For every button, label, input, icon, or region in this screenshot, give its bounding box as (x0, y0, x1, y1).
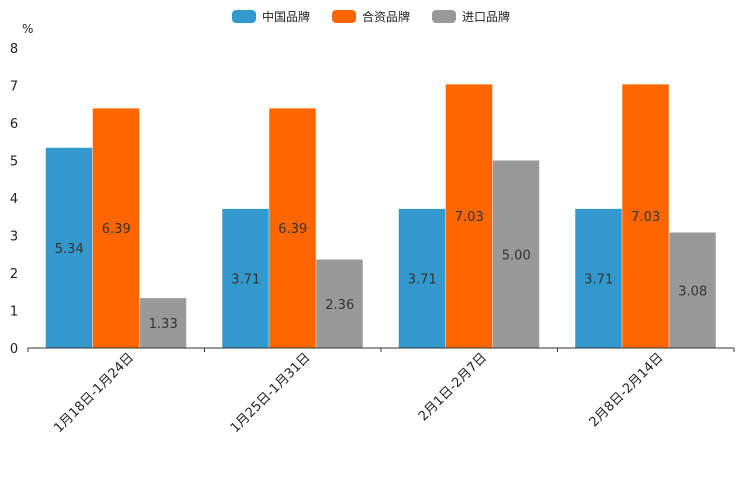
y-tick-label: 7 (10, 80, 18, 95)
y-tick-label: 6 (10, 117, 18, 132)
data-label: 7.03 (631, 210, 660, 225)
data-label: 6.39 (102, 222, 131, 237)
legend: 中国品牌 合资品牌 进口品牌 (232, 9, 510, 24)
data-label: 7.03 (455, 210, 484, 225)
data-label: 3.71 (231, 272, 260, 287)
x-tick-label: 1月25日-1月31日 (228, 350, 314, 436)
bar (316, 259, 363, 348)
legend-label: 进口品牌 (462, 10, 510, 24)
y-tick-label: 1 (10, 305, 18, 320)
bar (222, 208, 269, 348)
bar (669, 232, 716, 348)
bars (45, 84, 716, 348)
bar (139, 298, 187, 348)
data-label: 6.39 (278, 222, 307, 237)
data-label: 1.33 (149, 317, 178, 332)
y-tick-label: 0 (10, 342, 18, 357)
legend-swatch (432, 10, 456, 23)
bar (398, 208, 446, 348)
y-axis-ticks: 0 1 2 3 4 5 6 7 8 (10, 42, 18, 357)
x-tick-label: 2月8日-2月14日 (587, 350, 667, 430)
legend-swatch (232, 10, 256, 23)
y-axis-unit-label: % (22, 22, 33, 36)
y-tick-label: 8 (10, 42, 18, 57)
y-tick-label: 4 (10, 192, 18, 207)
bar (445, 84, 493, 348)
y-tick-label: 5 (10, 155, 18, 170)
data-label: 3.71 (584, 272, 613, 287)
x-tick-label: 1月18日-1月24日 (51, 350, 137, 436)
y-tick-label: 3 (10, 230, 18, 245)
data-labels: 5.34 6.39 1.33 3.71 6.39 2.36 3.71 7.03 5.00 3.71… (55, 210, 707, 332)
bar (269, 108, 316, 348)
data-label: 5.00 (502, 248, 531, 263)
bar (575, 208, 622, 348)
legend-swatch (332, 10, 356, 23)
data-label: 3.71 (408, 272, 437, 287)
data-label: 3.08 (678, 284, 707, 299)
bar (45, 147, 93, 348)
data-label: 2.36 (325, 298, 354, 313)
legend-label: 合资品牌 (362, 9, 410, 24)
x-tick-label: 2月1日-2月7日 (416, 350, 490, 424)
legend-label: 中国品牌 (262, 9, 310, 24)
y-tick-label: 2 (10, 267, 18, 282)
data-label: 5.34 (55, 242, 84, 257)
bar (492, 160, 540, 348)
x-axis-ticks: 1月18日-1月24日 1月25日-1月31日 2月1日-2月7日 2月8日-2月14… (27, 348, 735, 436)
bar (92, 108, 140, 348)
bar (622, 84, 669, 348)
